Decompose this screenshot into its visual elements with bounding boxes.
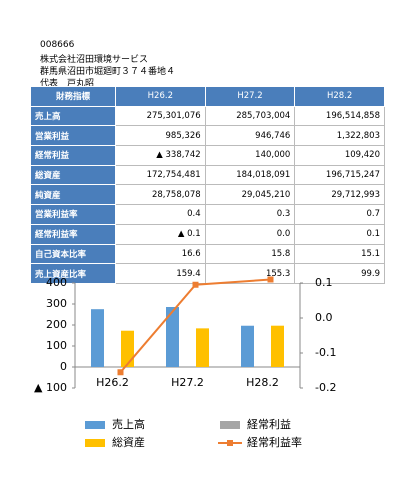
table-cell: 15.8 [204, 243, 296, 265]
table-cell: 営業利益率 [30, 204, 116, 225]
legend-label: 総資産 [112, 435, 145, 449]
table-row: 経常利益率 ▲ 0.1 0.0 0.1 [30, 223, 385, 245]
bar [196, 328, 209, 367]
table-cell: H27.2 [204, 86, 296, 107]
bar [241, 325, 254, 367]
bar [121, 330, 134, 367]
y-tick-label: ▲ 100 [34, 381, 67, 394]
code: 008666 [40, 40, 75, 50]
table-cell: 経常利益 [30, 145, 116, 166]
table-row: 純資産 28,758,078 29,045,210 29,712,993 [30, 184, 385, 206]
table-cell: 総資産 [30, 164, 116, 186]
table-cell: 純資産 [30, 184, 116, 206]
legend-label: 経常利益率 [247, 435, 302, 449]
table-cell: 売上高 [30, 105, 116, 127]
table-cell: 29,045,210 [204, 184, 296, 206]
table-row: 総資産 172,754,481 184,018,091 196,715,247 [30, 164, 385, 186]
table-cell: 184,018,091 [204, 164, 296, 186]
table-cell: H26.2 [115, 86, 206, 107]
table-cell: 0.0 [204, 223, 296, 245]
table-cell: ▲ 338,742 [115, 145, 206, 166]
bar [91, 309, 104, 367]
bar [271, 325, 284, 367]
table-cell: 196,514,858 [294, 105, 385, 127]
table-cell: 172,754,481 [115, 164, 206, 186]
table-cell: 985,326 [115, 125, 206, 147]
y-tick-label: 200 [46, 318, 67, 331]
table-cell: 28,758,078 [115, 184, 206, 206]
y-tick-label: 100 [46, 339, 67, 352]
table-row: 経常利益 ▲ 338,742 140,000 109,420 [30, 145, 385, 166]
legend-marker [227, 440, 233, 446]
legend-swatch [85, 439, 105, 447]
legend-swatch [85, 421, 105, 429]
table-cell: 285,703,004 [204, 105, 296, 127]
table-cell: 経常利益率 [30, 223, 116, 245]
table-cell: 15.1 [294, 243, 385, 265]
y2-tick-label: 0.1 [315, 276, 333, 289]
table-row: 財務指標 H26.2 H27.2 H28.2 [30, 86, 385, 107]
legend-swatch [220, 421, 240, 429]
table-row: 売上資産比率 159.4 155.3 99.9 [30, 263, 385, 284]
address: 群馬県沼田市堀廻町３７４番地４ [40, 67, 176, 77]
chart: 400 300 200 100 0 ▲ 100 0.1 0.0 -0.1 -0.2 H26.2 H27… [34, 276, 336, 449]
y-tick-label: 0 [60, 360, 67, 373]
table-cell: 29,712,993 [294, 184, 385, 206]
marker [117, 369, 124, 376]
financial-table: 財務指標 H26.2 H27.2 H28.2 売上高 275,301,076 285,703… [30, 86, 385, 284]
marker [267, 276, 274, 283]
y2-tick-label: -0.1 [315, 346, 336, 359]
representative: 代表 戸丸昭 [40, 79, 95, 89]
table-row: 自己資本比率 16.6 15.8 15.1 [30, 243, 385, 265]
table-cell: 109,420 [294, 145, 385, 166]
legend-label: 経常利益 [247, 417, 291, 431]
table-row: 営業利益 985,326 946,746 1,322,803 [30, 125, 385, 147]
y2-tick-label: 0.0 [315, 311, 333, 324]
table-cell: 196,715,247 [294, 164, 385, 186]
table-cell: 営業利益 [30, 125, 116, 147]
table-cell: 0.1 [294, 223, 385, 245]
x-tick-label: H26.2 [96, 376, 129, 389]
y2-tick-label: -0.2 [315, 381, 336, 394]
legend-label: 売上高 [112, 417, 145, 431]
table-cell: 財務指標 [30, 86, 116, 107]
table-cell: 自己資本比率 [30, 243, 116, 265]
table-cell: 99.9 [294, 263, 385, 284]
y-tick-label: 300 [46, 297, 67, 310]
table-cell: 140,000 [204, 145, 296, 166]
table-cell: ▲ 0.1 [115, 223, 206, 245]
table-row: 営業利益率 0.4 0.3 0.7 [30, 204, 385, 225]
bar [166, 307, 179, 367]
table-cell: 0.3 [204, 204, 296, 225]
table-cell: 16.6 [115, 243, 206, 265]
table-cell: 0.7 [294, 204, 385, 225]
company: 株式会社沼田環境サービス [40, 55, 149, 65]
table-cell: 946,746 [204, 125, 296, 147]
table-cell: 0.4 [115, 204, 206, 225]
table-cell: H28.2 [294, 86, 385, 107]
table-cell: 1,322,803 [294, 125, 385, 147]
x-tick-label: H27.2 [171, 376, 204, 389]
table-cell: 売上資産比率 [30, 263, 116, 284]
x-tick-label: H28.2 [246, 376, 279, 389]
marker [192, 281, 199, 288]
table-cell: 275,301,076 [115, 105, 206, 127]
table-row: 売上高 275,301,076 285,703,004 196,514,858 [30, 105, 385, 127]
y-tick-label: 400 [46, 276, 67, 289]
